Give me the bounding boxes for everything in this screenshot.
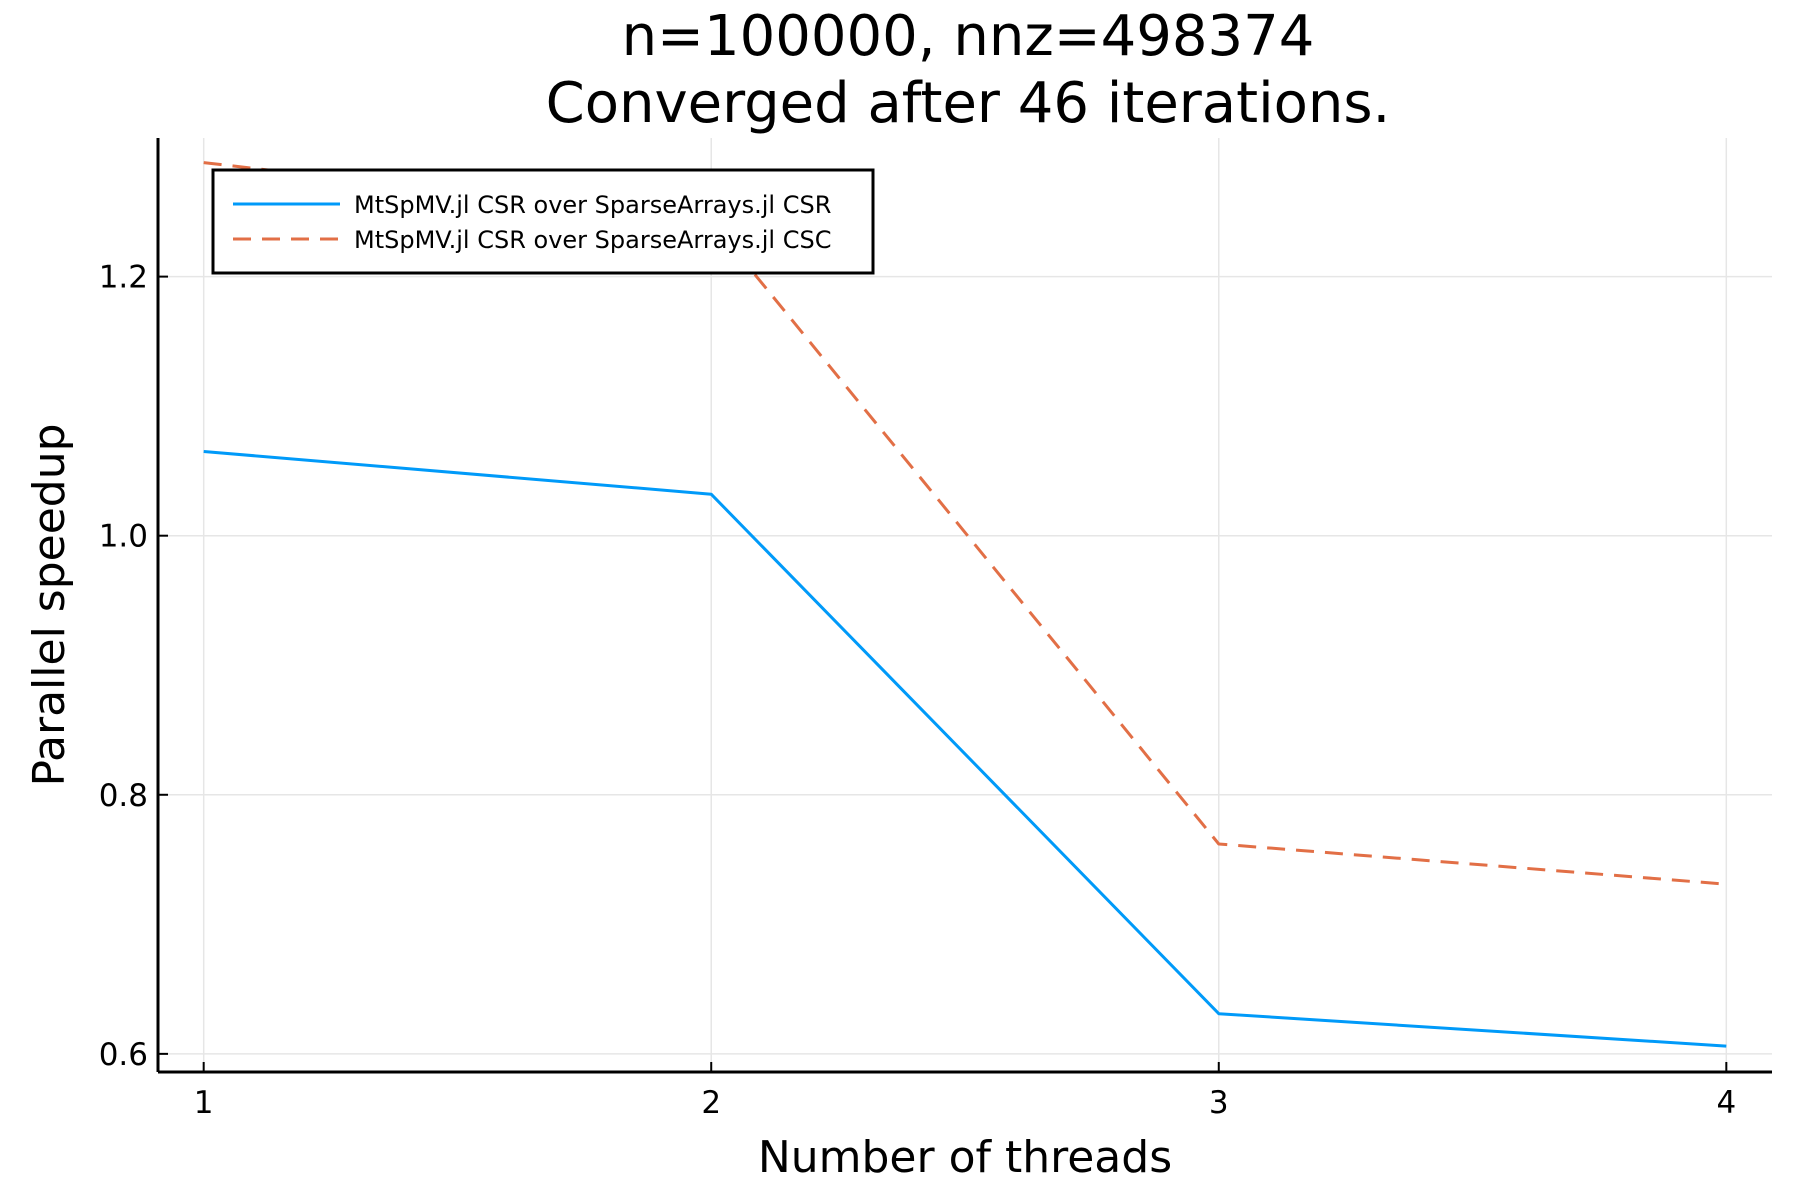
- series-line-2: [203, 161, 1727, 886]
- x-tick-label: 4: [1716, 1085, 1736, 1121]
- x-tick-label: 3: [1209, 1085, 1229, 1121]
- series-layer: [203, 161, 1727, 1048]
- grid: [158, 138, 1772, 1072]
- legend: MtSpMV.jl CSR over SparseArrays.jl CSR M…: [211, 168, 875, 275]
- x-axis-label: Number of threads: [758, 1132, 1172, 1183]
- y-tick-label: 0.8: [99, 778, 148, 814]
- y-tick-label: 1.2: [99, 260, 148, 296]
- chart-title-line-2: Converged after 46 iterations.: [546, 71, 1391, 136]
- legend-label-series-1: MtSpMV.jl CSR over SparseArrays.jl CSR: [354, 191, 831, 219]
- series-line-1: [203, 450, 1727, 1048]
- x-tick-label: 1: [194, 1085, 214, 1121]
- legend-label-series-2: MtSpMV.jl CSR over SparseArrays.jl CSC: [354, 226, 831, 254]
- chart-title-line-1: n=100000, nnz=498374: [622, 4, 1315, 69]
- axis-ticks: 1 2 3 4 0.6 0.8 1.0 1.2: [99, 260, 1737, 1121]
- y-tick-label: 0.6: [99, 1037, 148, 1073]
- legend-box: [211, 168, 875, 275]
- y-axis-label: Parallel speedup: [24, 423, 75, 786]
- x-tick-label: 2: [701, 1085, 721, 1121]
- y-tick-label: 1.0: [99, 519, 148, 555]
